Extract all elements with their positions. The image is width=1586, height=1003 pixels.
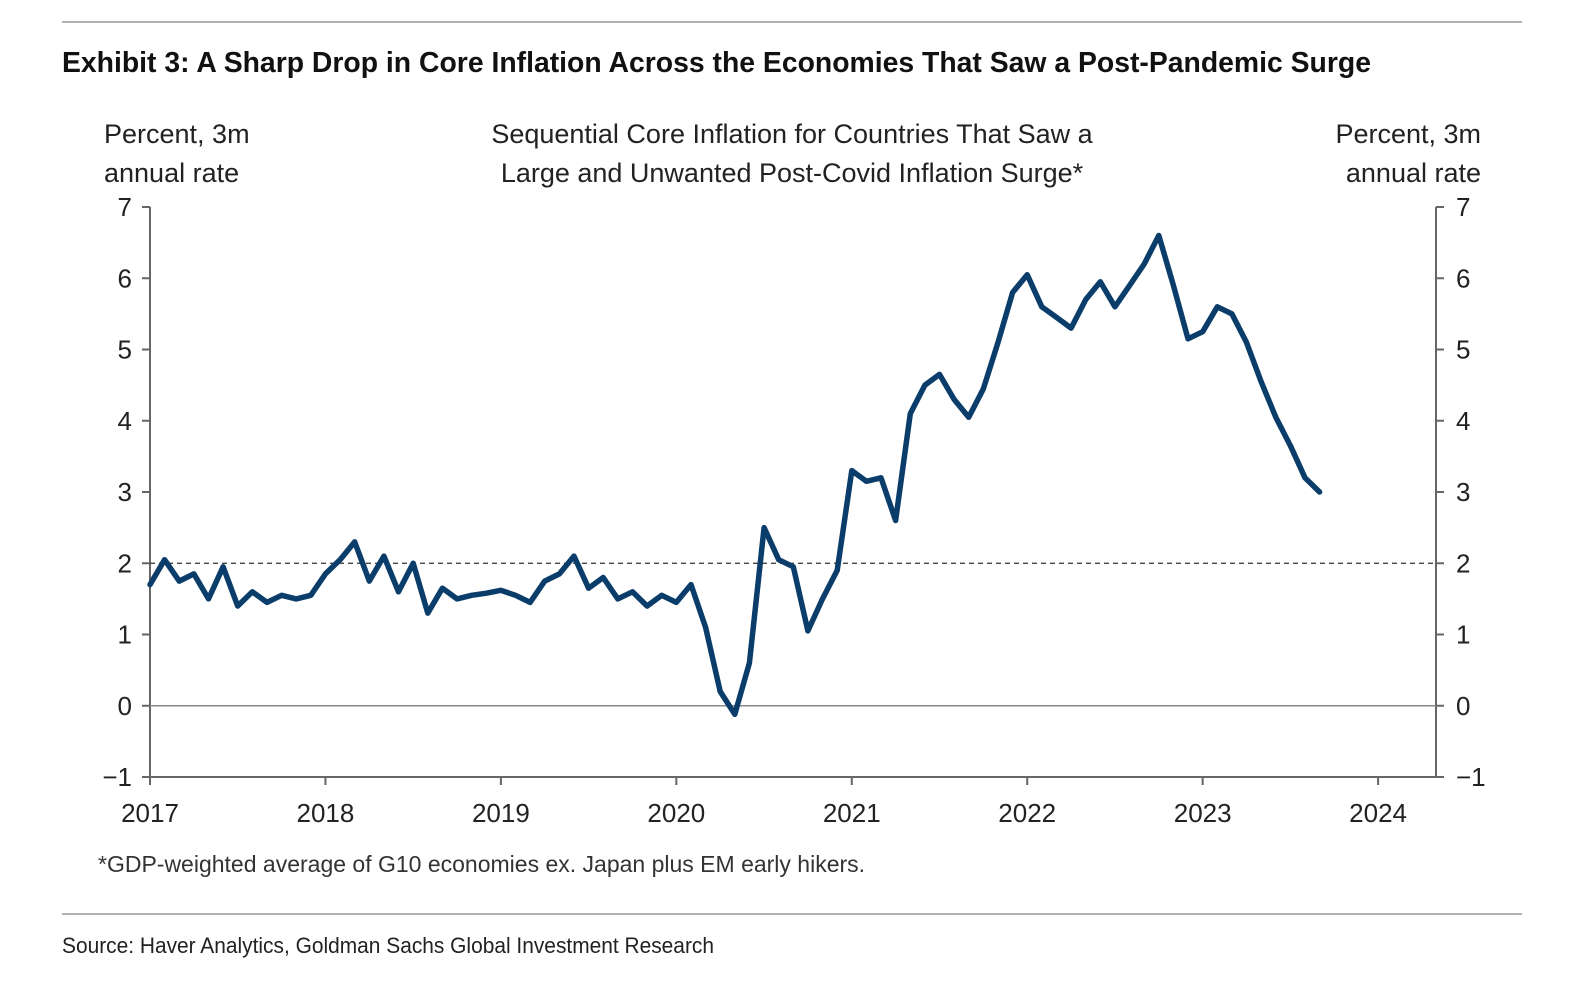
y-tick-label-left: 3 (118, 477, 132, 507)
y-tick-label-left: 2 (118, 548, 132, 578)
x-tick-label: 2023 (1174, 798, 1232, 828)
y-tick-label-right: 2 (1456, 548, 1470, 578)
left-axis-label-line-1: Percent, 3m (104, 119, 250, 149)
chart-title-line-2: Large and Unwanted Post-Covid Inflation … (501, 158, 1084, 188)
y-tick-label-left: 7 (118, 192, 132, 222)
x-tick-label: 2019 (472, 798, 530, 828)
y-tick-label-right: −1 (1456, 762, 1486, 792)
y-tick-label-right: 3 (1456, 477, 1470, 507)
x-tick-label: 2018 (297, 798, 355, 828)
right-axis-label-line-1: Percent, 3m (1335, 119, 1481, 149)
y-tick-label-right: 0 (1456, 691, 1470, 721)
y-tick-label-left: 4 (118, 406, 132, 436)
left-axis-label-line-2: annual rate (104, 158, 239, 188)
y-tick-label-left: −1 (102, 762, 132, 792)
exhibit-title: Exhibit 3: A Sharp Drop in Core Inflatio… (62, 47, 1371, 79)
source-note: Source: Haver Analytics, Goldman Sachs G… (62, 933, 714, 958)
y-tick-label-left: 0 (118, 691, 132, 721)
y-tick-label-right: 1 (1456, 620, 1470, 650)
y-tick-label-right: 4 (1456, 406, 1470, 436)
x-tick-label: 2024 (1349, 798, 1407, 828)
y-tick-label-right: 5 (1456, 335, 1470, 365)
y-tick-label-left: 6 (118, 263, 132, 293)
series-group (150, 235, 1320, 714)
right-axis-label-line-2: annual rate (1346, 158, 1481, 188)
x-tick-label: 2022 (998, 798, 1056, 828)
x-tick-label: 2021 (823, 798, 881, 828)
x-tick-label: 2017 (121, 798, 179, 828)
y-tick-label-right: 6 (1456, 263, 1470, 293)
x-tick-label: 2020 (647, 798, 705, 828)
y-tick-label-left: 1 (118, 620, 132, 650)
axes: −1 −1 0 0 1 1 2 2 3 3 4 4 5 5 6 6 7 7 2017 2018 2019 2020 2021… (102, 192, 1485, 828)
footnote: *GDP-weighted average of G10 economies e… (98, 851, 865, 877)
chart-title-line-1: Sequential Core Inflation for Countries … (491, 119, 1093, 149)
series-line (150, 236, 1320, 715)
y-tick-label-left: 5 (118, 335, 132, 365)
y-tick-label-right: 7 (1456, 192, 1470, 222)
